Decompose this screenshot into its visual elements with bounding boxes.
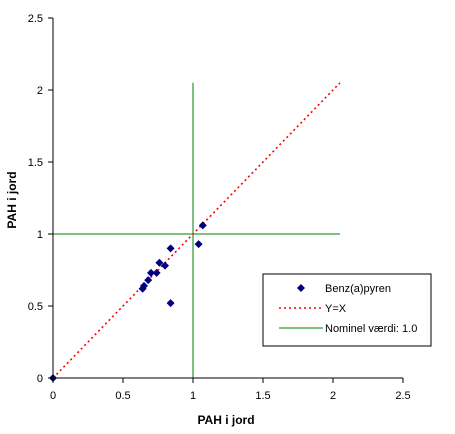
plot-area	[49, 82, 341, 382]
data-point	[147, 268, 155, 277]
legend: Benz(a)pyren Y=X Nominel værdi: 1.0	[262, 273, 432, 347]
data-point	[161, 261, 169, 270]
data-point	[140, 281, 148, 290]
data-point	[198, 221, 207, 230]
x-tick-label: 2.5	[395, 390, 410, 402]
data-point	[152, 268, 161, 277]
x-axis-title: PAH i jord	[197, 413, 254, 427]
tick-labels: 0 0.5 1 1.5 2 2.5 0 0.5 1 1.5 2 2.5	[28, 13, 411, 402]
x-tick-label: 0.5	[115, 390, 130, 402]
y-tick-label: 1.5	[28, 157, 43, 169]
legend-box	[262, 273, 432, 347]
y-tick-label: 2	[37, 85, 43, 97]
data-point	[166, 299, 175, 308]
legend-label: Y=X	[325, 303, 347, 315]
y-tick-label: 2.5	[28, 13, 43, 25]
x-tick-label: 1	[190, 390, 196, 402]
data-point	[194, 240, 203, 249]
legend-items: Benz(a)pyren Y=X Nominel værdi: 1.0	[279, 283, 417, 335]
axes	[48, 17, 404, 383]
legend-marker-benzapyren	[297, 284, 305, 292]
data-point	[144, 276, 153, 285]
y-tick-label: 0	[37, 373, 43, 385]
legend-label: Nominel værdi: 1.0	[325, 323, 417, 335]
data-point	[155, 258, 164, 267]
y-axis-title: PAH i jord	[5, 171, 19, 228]
y-tick-label: 1	[37, 229, 43, 241]
y-tick-label: 0.5	[28, 301, 43, 313]
x-tick-label: 1.5	[255, 390, 270, 402]
y-equals-x-line	[52, 82, 341, 379]
legend-label: Benz(a)pyren	[325, 283, 391, 295]
data-point	[166, 244, 175, 253]
x-tick-label: 2	[330, 390, 336, 402]
x-tick-label: 0	[50, 390, 56, 402]
